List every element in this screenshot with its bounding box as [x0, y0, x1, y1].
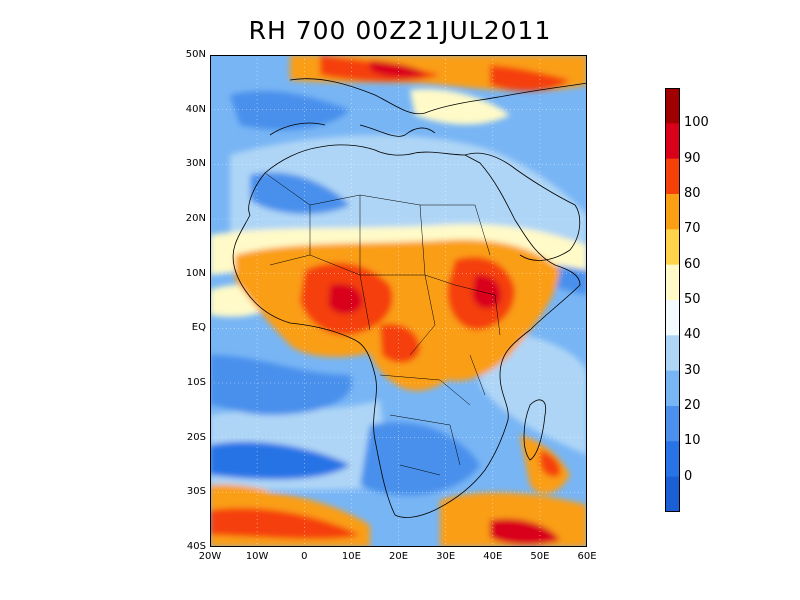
colorbar-tick-label: 80 [684, 186, 701, 201]
colorbar [665, 88, 680, 512]
lon-tick-label: 10E [341, 551, 361, 562]
lat-tick-label: EQ [191, 322, 206, 334]
lon-tick-label: 60E [577, 551, 597, 562]
colorbar-tick-label: 60 [684, 256, 701, 272]
colorbar-tick-label: 90 [684, 150, 701, 166]
country-borders [264, 172, 501, 476]
colorbar-segment [665, 158, 680, 195]
colorbar-segment [665, 300, 680, 336]
colorbar-tick-label: 100 [684, 115, 709, 131]
colorbar-segment [665, 476, 680, 512]
lon-tick-label: 50E [530, 551, 550, 562]
lat-tick-label: 30S [186, 486, 206, 498]
colorbar-tick-label: 70 [684, 221, 701, 237]
colorbar-tick-label: 10 [684, 433, 701, 449]
colorbar-frame [665, 88, 680, 512]
lon-tick-label: 0 [301, 551, 308, 562]
colorbar-tick-label: 20 [684, 398, 701, 413]
humidity-field [210, 55, 587, 547]
colorbar-tick-label: 40 [684, 327, 701, 343]
colorbar-tick-label: 50 [684, 292, 701, 307]
lat-tick-label: 20N [185, 213, 206, 224]
lat-tick-label: 20S [186, 431, 206, 443]
lon-tick-label: 30E [436, 551, 456, 562]
colorbar-segment [665, 406, 680, 442]
map-panel [210, 55, 587, 547]
colorbar-segment [665, 123, 680, 160]
lat-tick-label: 40N [185, 103, 206, 115]
coastlines [232, 78, 587, 518]
map-frame [210, 55, 587, 547]
colorbar-segment [665, 229, 680, 266]
colorbar-segment [665, 264, 680, 301]
colorbar-tick-label: 0 [684, 468, 693, 484]
lon-tick-label: 20W [198, 551, 222, 562]
lat-lon-grid [210, 55, 587, 547]
rh-map [210, 55, 587, 547]
lon-tick-label: 10W [245, 551, 269, 562]
lat-tick-label: 30N [185, 158, 206, 170]
lon-tick-label: 20E [388, 551, 409, 562]
colorbar-segment [665, 335, 680, 372]
colorbar-segment [665, 370, 680, 407]
colorbar-segment [665, 194, 680, 230]
colorbar-tick-label: 30 [684, 362, 701, 378]
colorbar-segment [665, 88, 680, 124]
lat-tick-label: 10N [185, 267, 206, 279]
colorbar-segment [665, 441, 680, 478]
lat-tick-label: 40S [186, 541, 206, 552]
lat-tick-label: 10S [186, 377, 206, 388]
lon-tick-label: 40E [483, 551, 503, 562]
chart-title: RH 700 00Z21JUL2011 [248, 16, 552, 45]
lat-tick-label: 50N [185, 49, 206, 60]
